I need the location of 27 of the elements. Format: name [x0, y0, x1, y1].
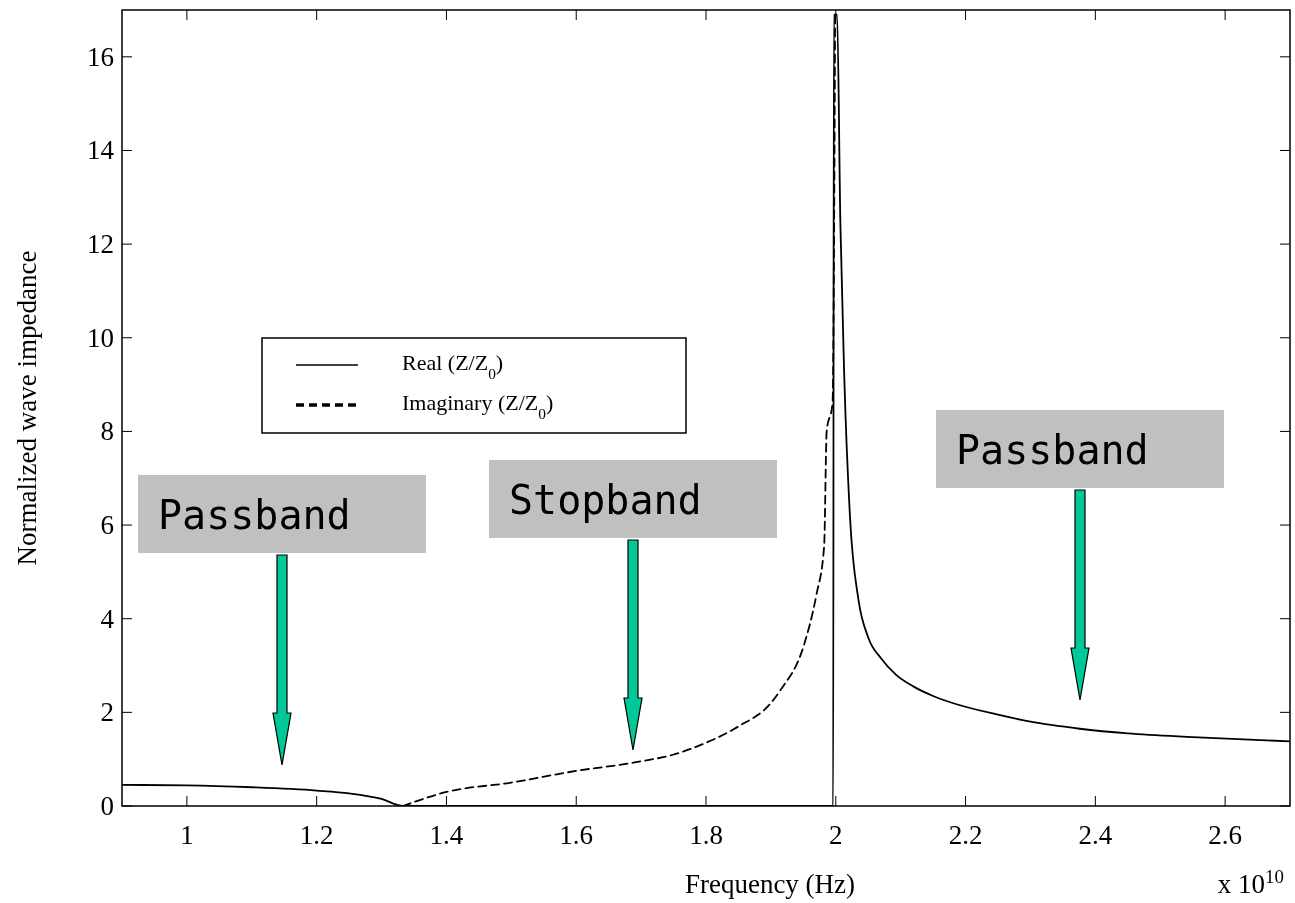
x-tick-label: 2.4 — [1078, 820, 1113, 850]
annotation: Passband — [158, 492, 351, 538]
x-tick-label: 1.4 — [429, 820, 464, 850]
x-tick-label: 2 — [829, 820, 843, 850]
text: x 10$^{10}$ — [1217, 865, 1284, 899]
y-tick-label: 4 — [100, 603, 115, 634]
annotation: Stopband — [509, 477, 702, 523]
y-tick-label: 12 — [87, 229, 114, 260]
x-tick-label: 2.6 — [1208, 820, 1242, 850]
x-tick-label: 1 — [180, 820, 194, 850]
annotation: Passband — [956, 427, 1149, 473]
x-tick-label: 2.2 — [948, 820, 983, 850]
legend-label: Imaginary (Z/Z$_{0}$) — [402, 390, 554, 422]
y-tick-label: 8 — [100, 416, 114, 447]
x-tick-label: 1.6 — [559, 820, 594, 850]
y-tick-label: 10 — [87, 322, 114, 353]
legend-label: Real (Z/Z$_{0}$) — [402, 350, 504, 382]
y-tick-label: 16 — [87, 41, 114, 72]
y-tick-label: 6 — [100, 510, 114, 541]
y-tick-label: 14 — [87, 135, 115, 166]
y-axis-title: Normalized wave impedance — [12, 250, 42, 566]
y-tick-label: 0 — [100, 791, 114, 821]
x-tick-label: 1.8 — [689, 820, 723, 850]
y-tick-label: 2 — [100, 697, 114, 728]
x-axis-title: Frequency (Hz) — [684, 869, 856, 899]
x-tick-label: 1.2 — [299, 820, 334, 850]
line-series — [122, 13, 1290, 806]
